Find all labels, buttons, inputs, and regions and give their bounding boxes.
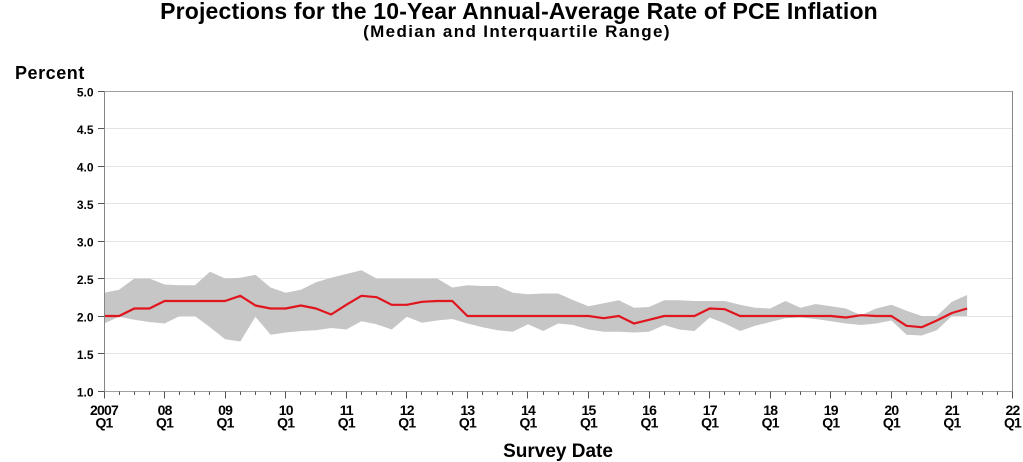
svg-text:17: 17 (703, 402, 718, 418)
svg-text:Q1: Q1 (943, 415, 961, 431)
svg-text:16: 16 (642, 402, 657, 418)
svg-text:Q1: Q1 (156, 415, 174, 431)
svg-text:3.5: 3.5 (77, 198, 94, 212)
svg-text:Q1: Q1 (762, 415, 780, 431)
svg-text:Q1: Q1 (338, 415, 356, 431)
svg-text:13: 13 (460, 402, 475, 418)
svg-text:18: 18 (763, 402, 778, 418)
svg-text:2.0: 2.0 (77, 310, 94, 324)
svg-text:Q1: Q1 (95, 415, 113, 431)
svg-text:14: 14 (521, 402, 536, 418)
svg-text:19: 19 (824, 402, 839, 418)
svg-text:22: 22 (1006, 402, 1021, 418)
svg-text:1.5: 1.5 (77, 348, 94, 362)
svg-text:Projections for the 10-Year An: Projections for the 10-Year Annual-Avera… (160, 0, 878, 24)
svg-text:Q1: Q1 (459, 415, 477, 431)
svg-text:Q1: Q1 (217, 415, 235, 431)
svg-text:2.5: 2.5 (77, 273, 94, 287)
svg-text:Q1: Q1 (1004, 415, 1022, 431)
svg-text:Q1: Q1 (398, 415, 416, 431)
svg-text:Q1: Q1 (580, 415, 598, 431)
svg-text:3.0: 3.0 (77, 235, 94, 249)
svg-text:11: 11 (340, 402, 354, 418)
svg-text:Q1: Q1 (883, 415, 901, 431)
svg-text:Q1: Q1 (701, 415, 719, 431)
svg-text:(Median and Interquartile Rang: (Median and Interquartile Range) (363, 22, 671, 41)
svg-text:15: 15 (582, 402, 597, 418)
svg-text:4.0: 4.0 (77, 160, 94, 174)
svg-text:5.0: 5.0 (77, 85, 94, 99)
svg-text:21: 21 (945, 402, 960, 418)
svg-text:10: 10 (279, 402, 294, 418)
svg-text:12: 12 (400, 402, 415, 418)
svg-text:1.0: 1.0 (77, 385, 94, 399)
svg-text:Q1: Q1 (641, 415, 659, 431)
svg-text:Q1: Q1 (277, 415, 295, 431)
svg-text:4.5: 4.5 (77, 123, 94, 137)
svg-text:Q1: Q1 (519, 415, 537, 431)
svg-text:Survey Date: Survey Date (503, 441, 613, 462)
svg-text:Percent: Percent (15, 63, 85, 83)
svg-text:2007: 2007 (90, 402, 119, 418)
svg-text:Q1: Q1 (822, 415, 840, 431)
svg-text:20: 20 (884, 402, 899, 418)
svg-text:08: 08 (158, 402, 173, 418)
svg-text:09: 09 (218, 402, 233, 418)
